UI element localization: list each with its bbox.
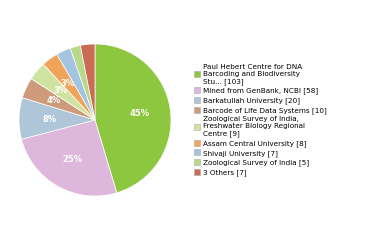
Text: 25%: 25% — [63, 155, 83, 164]
Wedge shape — [80, 44, 95, 120]
Wedge shape — [57, 48, 95, 120]
Text: 3%: 3% — [53, 86, 67, 95]
Text: 45%: 45% — [130, 109, 150, 118]
Legend: Paul Hebert Centre for DNA
Barcoding and Biodiversity
Stu... [103], Mined from G: Paul Hebert Centre for DNA Barcoding and… — [194, 64, 327, 176]
Wedge shape — [19, 98, 95, 139]
Text: 3%: 3% — [61, 79, 75, 88]
Wedge shape — [22, 120, 117, 196]
Wedge shape — [43, 54, 95, 120]
Text: 8%: 8% — [42, 114, 57, 124]
Text: 4%: 4% — [46, 96, 61, 105]
Wedge shape — [70, 45, 95, 120]
Wedge shape — [95, 44, 171, 193]
Wedge shape — [31, 64, 95, 120]
Wedge shape — [22, 79, 95, 120]
